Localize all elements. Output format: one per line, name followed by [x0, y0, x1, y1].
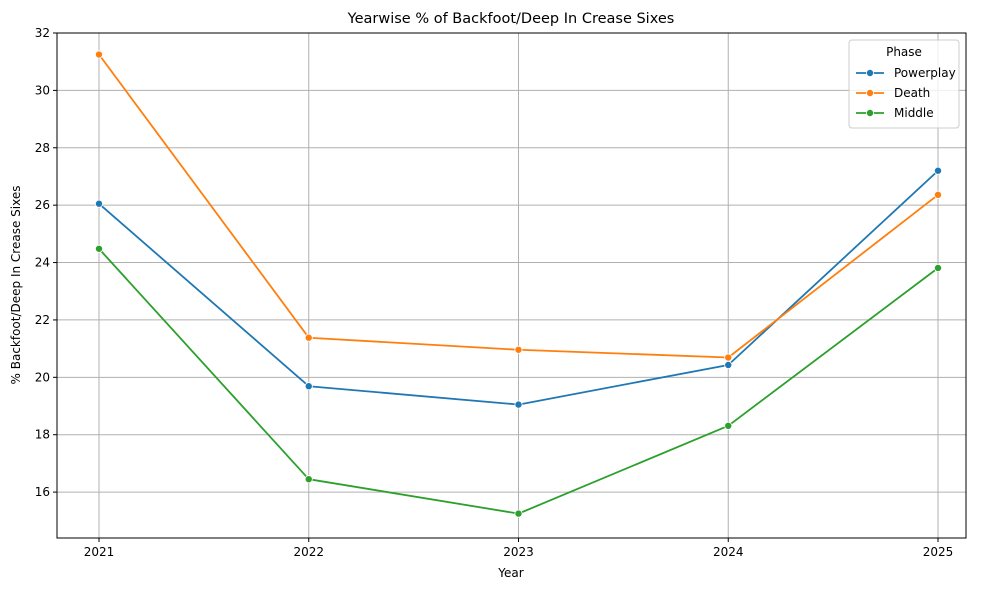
legend-items: Powerplay Death Middle: [856, 66, 956, 120]
data-point-death: [304, 333, 313, 342]
y-tick-label: 18: [35, 428, 50, 442]
data-point-powerplay: [95, 199, 104, 208]
y-tick-label: 30: [35, 83, 50, 97]
data-point-middle: [934, 263, 943, 272]
data-point-death: [514, 345, 523, 354]
legend-swatch-marker: [866, 109, 875, 118]
legend-box: [848, 39, 960, 129]
legend-label: Powerplay: [894, 66, 956, 80]
legend-item-powerplay: Powerplay: [856, 66, 956, 80]
x-tick-label: 2024: [713, 545, 744, 559]
data-point-powerplay: [514, 400, 523, 409]
data-point-death: [934, 190, 943, 199]
series-powerplay: [95, 166, 943, 409]
data-point-middle: [304, 475, 313, 484]
y-tick-label: 22: [35, 313, 50, 327]
chart-title: Yearwise % of Backfoot/Deep In Crease Si…: [347, 11, 675, 27]
x-tick-label: 2023: [503, 545, 534, 559]
y-tick-label: 24: [35, 256, 50, 270]
legend-item-death: Death: [856, 86, 930, 100]
y-tick-label: 16: [35, 485, 50, 499]
series-middle: [95, 244, 943, 518]
y-tick-label: 32: [35, 26, 50, 40]
legend-item-middle: Middle: [856, 106, 934, 120]
data-point-powerplay: [724, 360, 733, 369]
y-axis-label: % Backfoot/Deep In Crease Sixes: [9, 186, 23, 385]
data-point-powerplay: [934, 166, 943, 175]
legend-swatch-marker: [866, 69, 875, 78]
data-point-middle: [95, 244, 104, 253]
legend: Phase Powerplay Death Middle: [848, 39, 960, 129]
y-tick-label: 20: [35, 370, 50, 384]
x-tick-label: 2025: [923, 545, 954, 559]
data-point-death: [95, 50, 104, 59]
legend-label: Death: [894, 86, 930, 100]
series-death: [95, 50, 943, 362]
legend-swatch-marker: [866, 89, 875, 98]
x-tick-label: 2021: [84, 545, 115, 559]
x-axis-label: Year: [497, 566, 523, 580]
legend-label: Middle: [894, 106, 934, 120]
legend-title: Phase: [886, 45, 922, 59]
plot-frame: [56, 32, 967, 539]
data-point-death: [724, 353, 733, 362]
data-point-middle: [514, 509, 523, 518]
data-point-powerplay: [304, 382, 313, 391]
y-tick-label: 28: [35, 141, 50, 155]
series-layer: [95, 50, 943, 518]
x-tick-label: 2022: [293, 545, 324, 559]
y-tick-label: 26: [35, 198, 50, 212]
data-point-middle: [724, 421, 733, 430]
